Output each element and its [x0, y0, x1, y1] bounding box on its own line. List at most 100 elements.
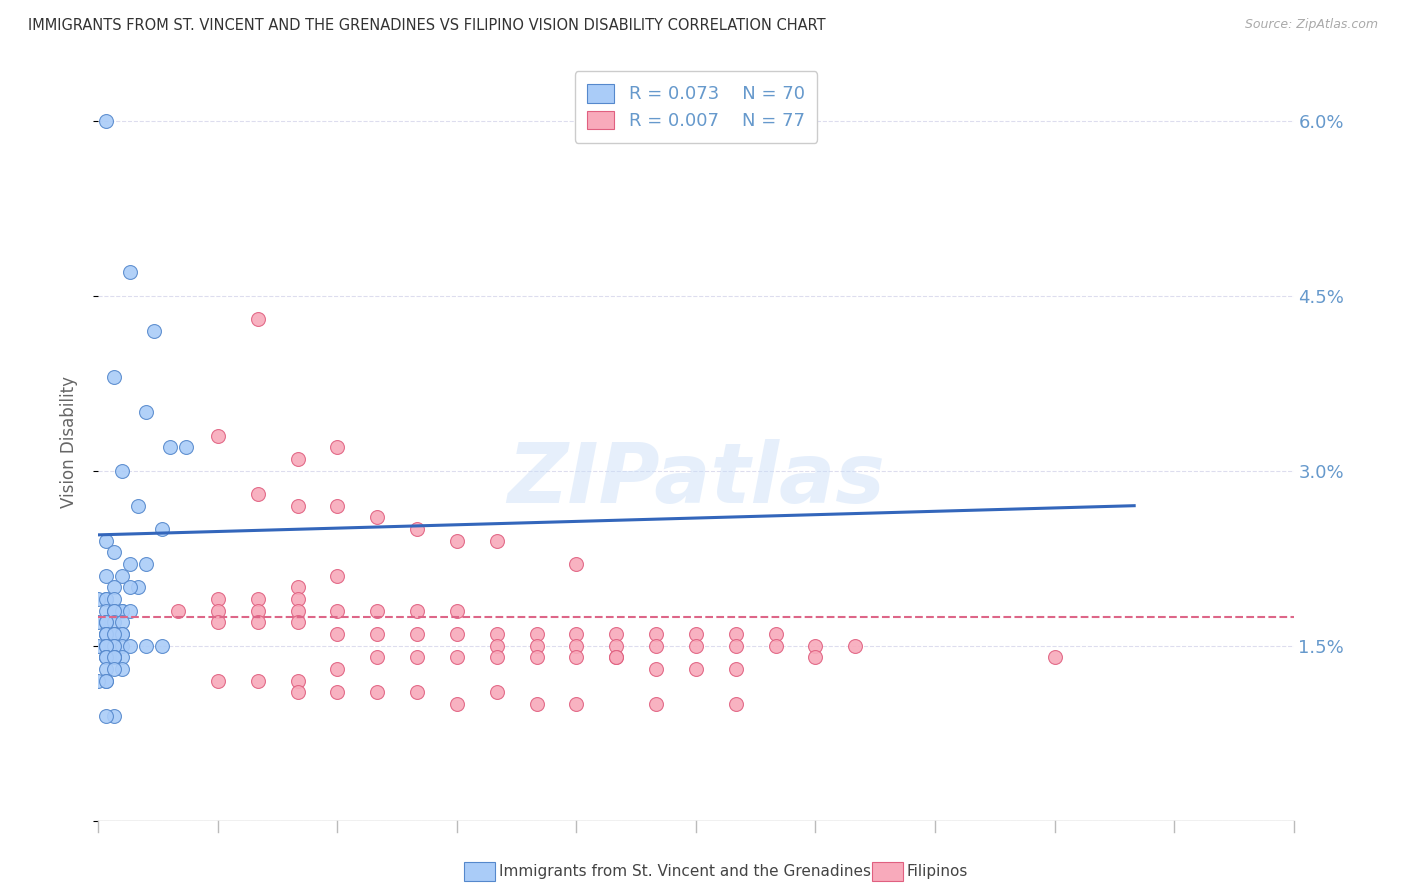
Point [765, 639, 787, 653]
Point [645, 639, 668, 653]
Point [96, 627, 118, 641]
Point [150, 639, 173, 653]
Point [96, 627, 118, 641]
Point [645, 662, 668, 676]
Point [120, 265, 142, 279]
Point [485, 650, 508, 665]
Point [96, 627, 118, 641]
Point [485, 639, 508, 653]
Point [326, 441, 349, 455]
Point [565, 697, 588, 711]
Point [287, 604, 309, 618]
Point [103, 615, 125, 630]
Point [366, 604, 388, 618]
Point [685, 639, 707, 653]
Point [1043, 650, 1066, 665]
Point [724, 697, 747, 711]
Point [103, 650, 125, 665]
Point [103, 627, 125, 641]
Point [120, 639, 142, 653]
Point [326, 662, 349, 676]
Point [246, 592, 269, 607]
Point [111, 650, 134, 665]
Point [804, 639, 827, 653]
Point [446, 627, 468, 641]
Point [485, 685, 508, 699]
Point [526, 639, 548, 653]
Point [96, 615, 118, 630]
Point [724, 662, 747, 676]
Point [207, 673, 229, 688]
Point [96, 639, 118, 653]
Point [111, 568, 134, 582]
Point [246, 615, 269, 630]
Point [103, 592, 125, 607]
Y-axis label: Vision Disability: Vision Disability [59, 376, 77, 508]
Point [135, 557, 157, 571]
Point [96, 639, 118, 653]
Point [111, 627, 134, 641]
Point [366, 650, 388, 665]
Point [103, 639, 125, 653]
Point [96, 639, 118, 653]
Point [96, 615, 118, 630]
Point [406, 522, 429, 536]
Point [326, 685, 349, 699]
Point [406, 604, 429, 618]
Legend: R = 0.073    N = 70, R = 0.007    N = 77: R = 0.073 N = 70, R = 0.007 N = 77 [575, 71, 817, 143]
Point [207, 604, 229, 618]
Point [120, 557, 142, 571]
Point [103, 370, 125, 384]
Point [565, 557, 588, 571]
Point [174, 441, 197, 455]
Point [143, 324, 166, 338]
Point [111, 604, 134, 618]
Point [103, 708, 125, 723]
Point [103, 627, 125, 641]
Point [111, 662, 134, 676]
Point [103, 545, 125, 559]
Point [103, 627, 125, 641]
Point [485, 627, 508, 641]
Point [406, 627, 429, 641]
Point [103, 580, 125, 594]
Point [326, 568, 349, 582]
Point [87, 673, 110, 688]
Point [96, 650, 118, 665]
Point [287, 673, 309, 688]
Point [605, 639, 627, 653]
Point [287, 580, 309, 594]
Point [207, 592, 229, 607]
Point [605, 650, 627, 665]
Point [96, 113, 118, 128]
Point [645, 697, 668, 711]
Point [167, 604, 190, 618]
Point [127, 580, 149, 594]
Point [111, 639, 134, 653]
Point [724, 627, 747, 641]
Point [111, 464, 134, 478]
Point [446, 697, 468, 711]
Point [207, 615, 229, 630]
Point [446, 533, 468, 548]
Point [246, 487, 269, 501]
Point [96, 708, 118, 723]
Point [96, 650, 118, 665]
Point [326, 499, 349, 513]
Point [765, 627, 787, 641]
Point [804, 650, 827, 665]
Point [96, 650, 118, 665]
Point [406, 685, 429, 699]
Point [605, 650, 627, 665]
Point [645, 627, 668, 641]
Point [96, 533, 118, 548]
Point [127, 499, 149, 513]
Point [96, 639, 118, 653]
Point [96, 592, 118, 607]
Point [135, 405, 157, 419]
Point [366, 627, 388, 641]
Point [565, 650, 588, 665]
Point [103, 604, 125, 618]
Point [87, 639, 110, 653]
Point [96, 673, 118, 688]
